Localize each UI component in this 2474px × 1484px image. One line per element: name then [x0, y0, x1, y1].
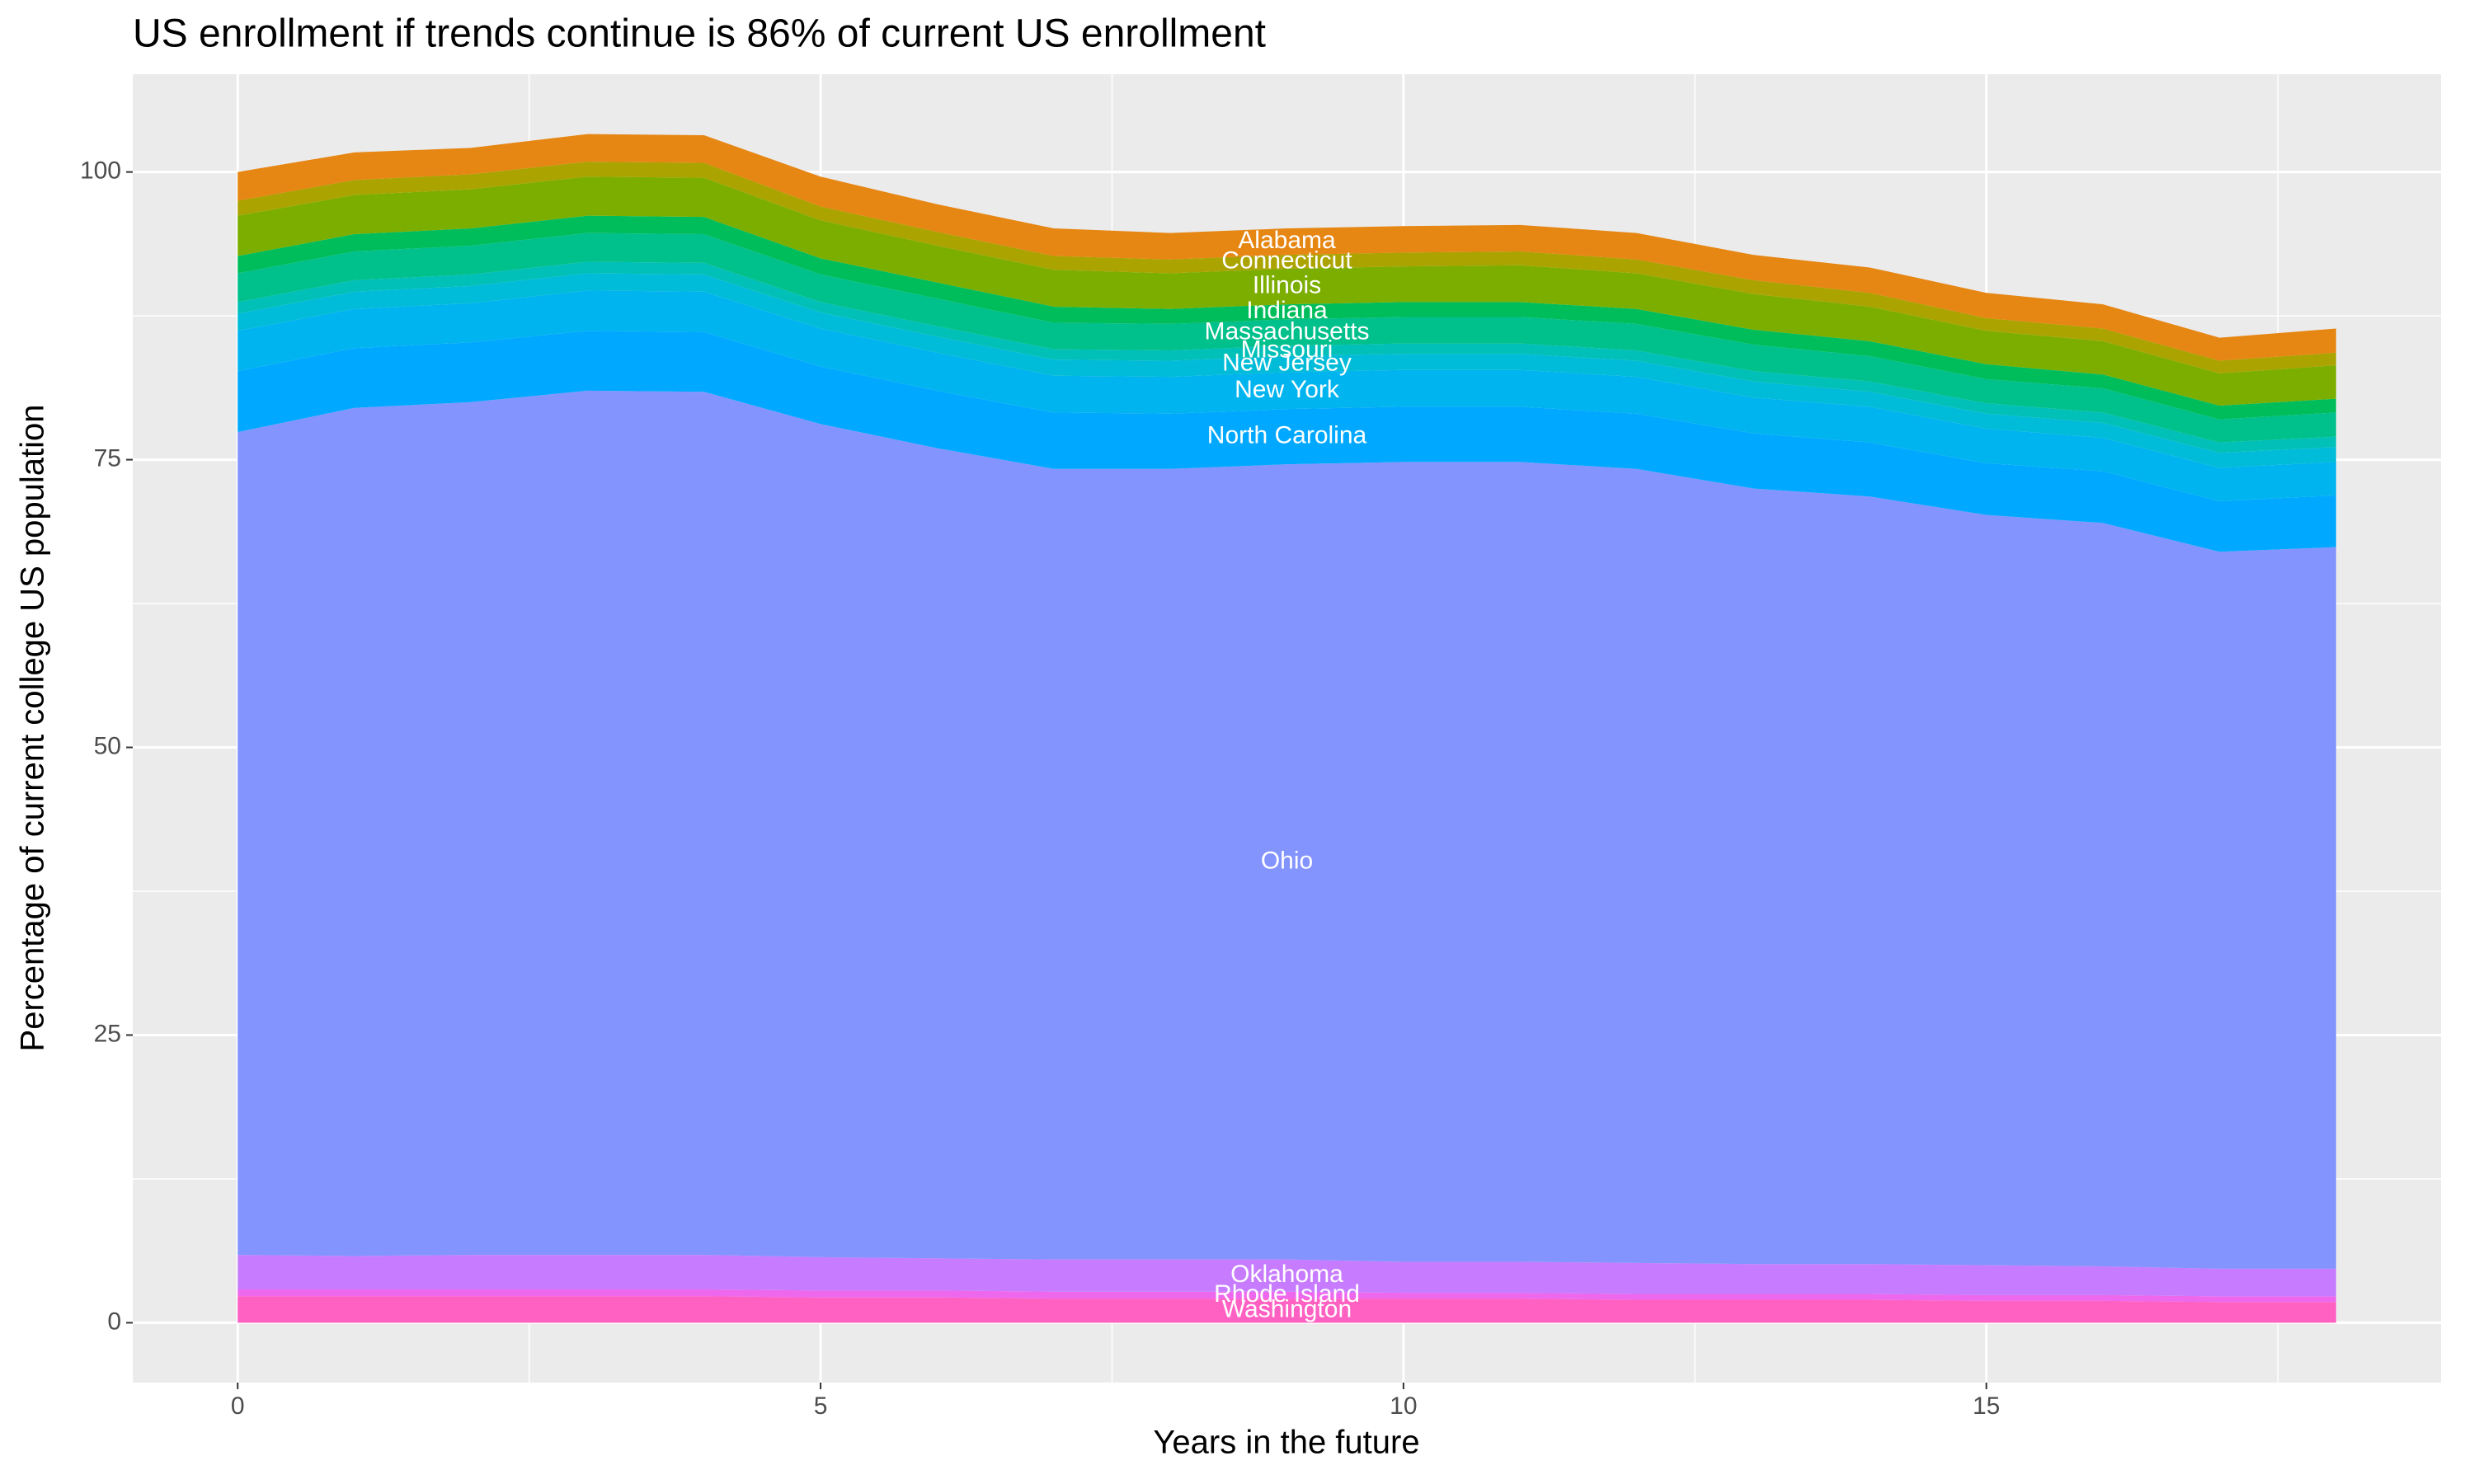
area [238, 261, 2336, 453]
y-tick-label: 50 [94, 732, 121, 759]
series-label: New Jersey [1222, 350, 1352, 377]
series-label: Illinois [1253, 271, 1321, 298]
x-tick-label: 5 [814, 1392, 828, 1420]
area [238, 331, 2336, 552]
area [238, 290, 2336, 501]
series-label: Rhode Island [1214, 1280, 1360, 1308]
areas [238, 134, 2336, 1323]
series-label: Missouri [1241, 336, 1333, 364]
x-axis-label: Years in the future [1153, 1425, 1419, 1461]
series-label: Massachusetts [1204, 317, 1369, 345]
y-tick-label: 75 [94, 445, 121, 472]
area [238, 176, 2336, 406]
area [238, 390, 2336, 1269]
area [238, 215, 2336, 420]
series-label: New York [1235, 376, 1340, 403]
x-tick-label: 10 [1390, 1392, 1417, 1420]
series-label: Indiana [1246, 297, 1328, 324]
area [238, 273, 2336, 468]
series-label: Ohio [1261, 847, 1313, 874]
area [238, 232, 2336, 443]
area [238, 1289, 2336, 1303]
y-axis-label: Percentage of current college US populat… [15, 405, 51, 1052]
area [238, 134, 2336, 361]
area [238, 1296, 2336, 1323]
x-tick-label: 0 [231, 1392, 245, 1420]
y-tick-label: 100 [80, 157, 121, 185]
x-tick-label: 15 [1973, 1392, 2000, 1420]
y-tick-label: 25 [94, 1020, 121, 1047]
series-label: Washington [1222, 1296, 1352, 1323]
y-tick-label: 0 [107, 1308, 121, 1335]
chart-title: US enrollment if trends continue is 86% … [133, 12, 1266, 56]
area [238, 162, 2336, 373]
series-label: Alabama [1238, 227, 1336, 254]
series-label: North Carolina [1207, 422, 1367, 449]
series-label: Oklahoma [1230, 1261, 1343, 1288]
series-label: Connecticut [1221, 247, 1352, 274]
area [238, 1255, 2336, 1297]
